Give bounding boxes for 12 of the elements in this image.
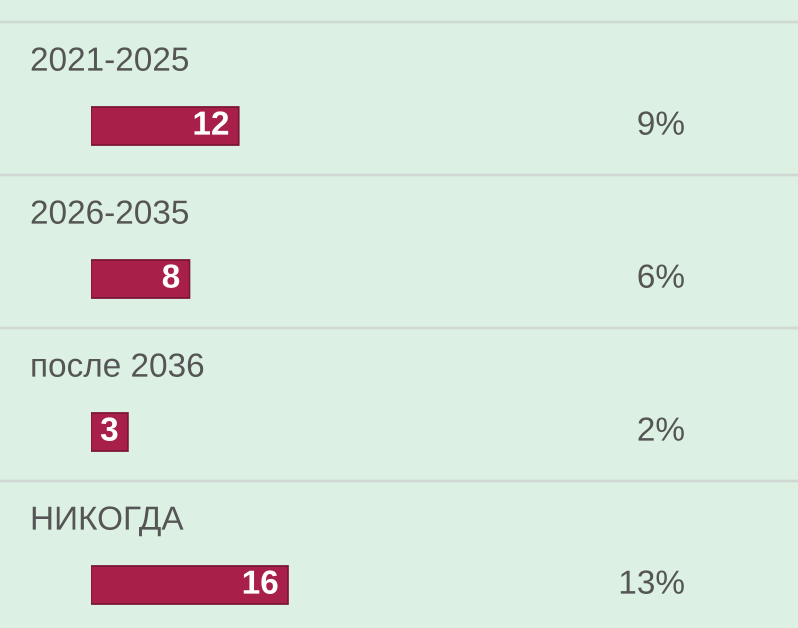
text: 13%	[620, 570, 684, 594]
text: 9%	[638, 111, 684, 135]
data-label: 12	[194, 111, 228, 135]
data-label: 8	[162, 264, 180, 288]
text: 2%	[638, 417, 684, 441]
text: 6%	[638, 264, 684, 288]
y-tick-label: 2021-2025	[32, 47, 188, 71]
y-tick-label: после 2036	[32, 353, 204, 377]
data-label: 16	[244, 570, 278, 594]
y-tick-label: НИКОГДА	[32, 506, 184, 536]
y-tick-label: 2026-2035	[32, 200, 188, 224]
data-label: 3	[100, 417, 118, 441]
